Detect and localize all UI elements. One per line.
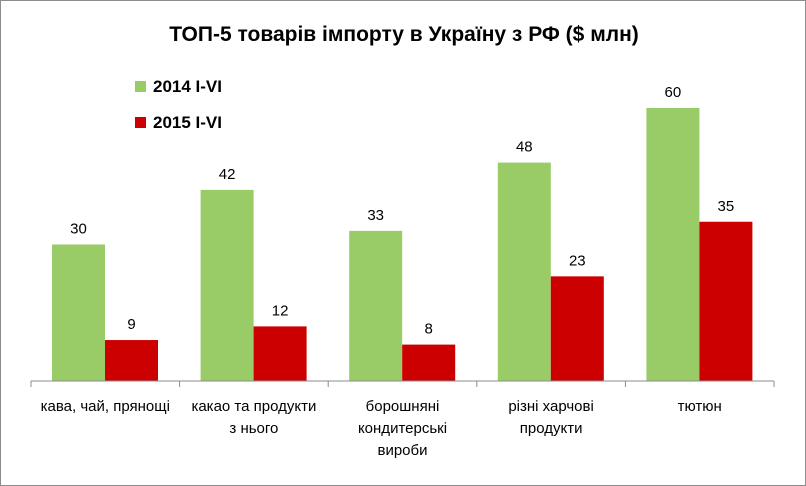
bar-1-2 bbox=[200, 189, 254, 381]
data-label-1-1: 30 bbox=[70, 221, 87, 238]
bar-1-4 bbox=[497, 162, 551, 381]
category-label-2-line-1: какао та продукти bbox=[191, 398, 316, 415]
bar-1-1 bbox=[52, 244, 105, 381]
category-label-3-line-2: кондитерські bbox=[358, 420, 447, 437]
legend-swatch-1 bbox=[135, 81, 146, 92]
bar-2-5 bbox=[699, 221, 753, 381]
data-label-2-2: 12 bbox=[272, 302, 289, 319]
data-label-2-4: 23 bbox=[569, 252, 586, 269]
category-label-2-line-2: з нього bbox=[229, 420, 278, 437]
category-label-4-line-1: різні харчові bbox=[508, 398, 593, 415]
x-axis bbox=[30, 380, 775, 387]
data-label-2-1: 9 bbox=[127, 316, 135, 333]
category-label-3-line-1: борошняні bbox=[366, 398, 440, 415]
data-label-1-4: 48 bbox=[516, 139, 533, 156]
legend: 2014 I-VI 2015 I-VI bbox=[135, 77, 222, 132]
category-label-1-line-1: кава, чай, прянощі bbox=[41, 398, 170, 415]
bar-1-3 bbox=[349, 230, 403, 381]
data-label-2-5: 35 bbox=[718, 198, 735, 215]
bar-1-5 bbox=[646, 108, 700, 381]
data-label-2-3: 8 bbox=[425, 321, 433, 338]
data-label-1-5: 60 bbox=[665, 84, 682, 101]
legend-label-1: 2014 I-VI bbox=[153, 77, 222, 96]
category-label-3-line-3: вироби bbox=[377, 442, 427, 459]
category-label-5-line-1: тютюн bbox=[678, 398, 722, 415]
legend-label-2: 2015 I-VI bbox=[153, 113, 222, 132]
category-labels: кава, чай, прянощі какао та продукти з ньо… bbox=[41, 398, 722, 459]
bar-2-4 bbox=[550, 276, 604, 381]
data-labels: 30 9 42 12 33 8 48 23 60 35 bbox=[70, 84, 734, 338]
data-label-1-2: 42 bbox=[219, 166, 236, 183]
bar-2-1 bbox=[105, 340, 158, 381]
legend-swatch-2 bbox=[135, 117, 146, 128]
data-label-1-3: 33 bbox=[367, 207, 384, 224]
bar-2-3 bbox=[402, 344, 456, 381]
chart-title: ТОП-5 товарів імпорту в Україну з РФ ($ … bbox=[169, 23, 639, 46]
bars bbox=[52, 108, 753, 381]
bar-2-2 bbox=[253, 326, 307, 381]
category-label-4-line-2: продукти bbox=[520, 420, 583, 437]
